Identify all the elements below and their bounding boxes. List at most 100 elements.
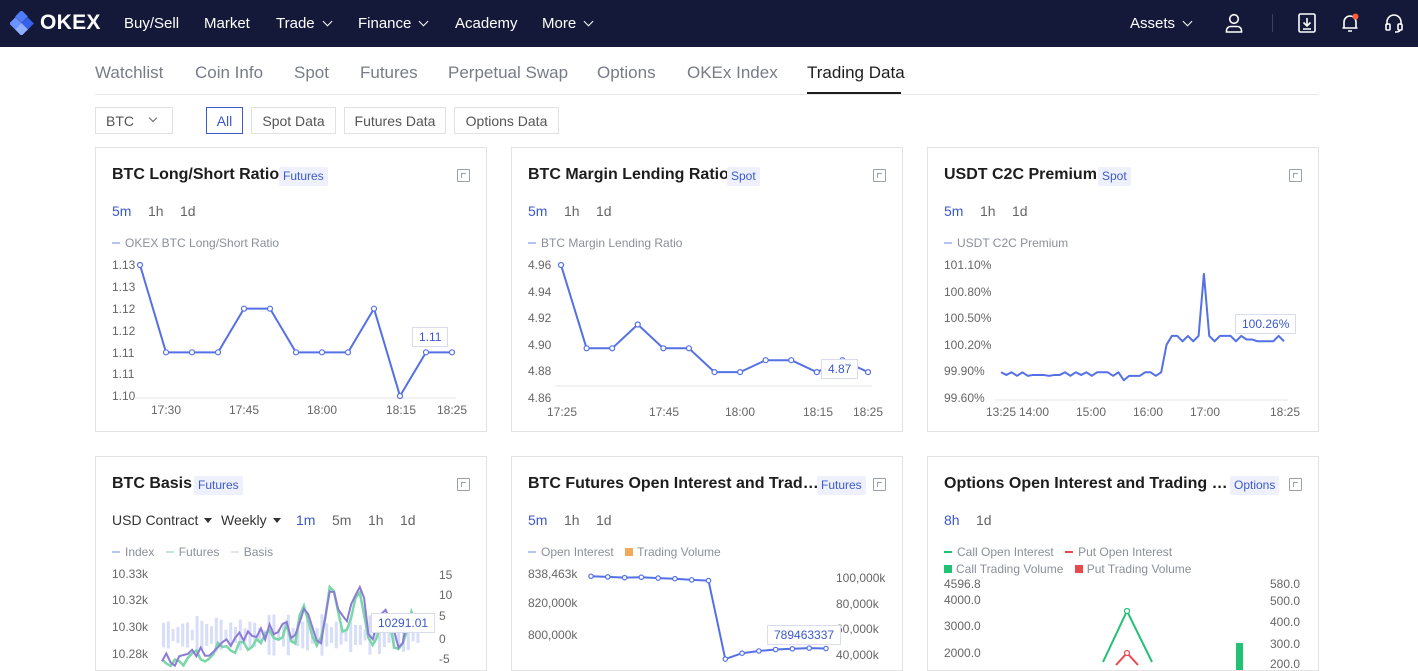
expand-icon[interactable] — [1289, 169, 1302, 182]
coin-select[interactable]: BTC — [95, 107, 173, 134]
period-1h[interactable]: 1h — [980, 203, 996, 219]
basis-bar — [234, 627, 237, 643]
notification-bell-icon[interactable] — [1339, 12, 1361, 34]
nav-trade[interactable]: Trade — [276, 15, 333, 32]
filter-options-data-button[interactable]: Options Data — [454, 107, 559, 134]
y-tick: 10.33k — [112, 567, 149, 581]
period-5m[interactable]: 5m — [528, 512, 548, 528]
filter-futures-data-button[interactable]: Futures Data — [344, 107, 446, 134]
chart-legend[interactable]: Open Interest Trading Volume — [528, 545, 721, 559]
contract-type-dropdown[interactable]: USD Contract — [112, 512, 212, 528]
coin-select-value: BTC — [106, 112, 134, 129]
btc-basis-chart[interactable] — [96, 457, 487, 671]
legend-open-interest-label: Open Interest — [541, 545, 614, 559]
margin-lending-ratio-chart[interactable] — [512, 148, 903, 432]
basis-bar — [277, 628, 281, 642]
basis-bar — [358, 625, 362, 645]
basis-bar — [258, 628, 261, 642]
period-1d[interactable]: 1d — [180, 203, 196, 219]
period-1d[interactable]: 1d — [976, 512, 992, 528]
period-1d[interactable]: 1d — [1012, 203, 1028, 219]
legend-trading-volume-label: Trading Volume — [637, 545, 721, 559]
y2-tick: 15 — [439, 568, 453, 582]
y2-tick: 10 — [439, 588, 453, 602]
options-open-interest-chart[interactable] — [928, 457, 1319, 671]
legend-swatch-call-volume — [944, 564, 952, 573]
expand-icon[interactable] — [457, 169, 470, 182]
chart-tooltip: 4.87 — [821, 359, 859, 379]
period-8h[interactable]: 8h — [944, 512, 960, 528]
legend-label: BTC Margin Lending Ratio — [541, 236, 683, 250]
futures-open-interest-chart[interactable] — [512, 457, 903, 671]
nav-buy-sell[interactable]: Buy/Sell — [124, 15, 180, 32]
y-tick: 4.92 — [528, 311, 552, 325]
download-icon[interactable] — [1296, 12, 1318, 34]
series-line — [560, 264, 869, 374]
basis-bar — [378, 615, 381, 655]
y-tick: 838,463k — [528, 567, 578, 581]
period-1h[interactable]: 1h — [368, 512, 384, 528]
basis-bar — [349, 617, 353, 653]
data-point — [136, 261, 144, 269]
period-5m[interactable]: 5m — [332, 512, 352, 528]
period-1h[interactable]: 1h — [148, 203, 164, 219]
tab-okex-index[interactable]: OKEx Index — [687, 63, 778, 82]
chart-legend[interactable]: USDT C2C Premium — [944, 236, 1068, 250]
tab-options[interactable]: Options — [597, 63, 656, 82]
period-1d[interactable]: 1d — [400, 512, 416, 528]
expand-icon[interactable] — [1289, 478, 1302, 491]
period-5m[interactable]: 5m — [528, 203, 548, 219]
y-tick: 4.96 — [528, 258, 552, 272]
filter-all-button[interactable]: All — [206, 107, 243, 134]
period-1h[interactable]: 1h — [564, 203, 580, 219]
user-icon[interactable] — [1223, 12, 1245, 34]
period-1h[interactable]: 1h — [564, 512, 580, 528]
period-5m[interactable]: 5m — [112, 203, 132, 219]
chevron-down-icon — [418, 16, 429, 27]
basis-bar — [363, 629, 367, 641]
nav-academy[interactable]: Academy — [455, 15, 518, 32]
tab-futures[interactable]: Futures — [360, 63, 418, 82]
x-tick: 17:45 — [229, 403, 260, 417]
long-short-ratio-chart[interactable] — [96, 148, 487, 432]
chart-legend[interactable]: OKEX BTC Long/Short Ratio — [112, 236, 279, 250]
filter-spot-data-button[interactable]: Spot Data — [251, 107, 336, 134]
nav-more[interactable]: More — [542, 15, 594, 32]
data-point — [604, 574, 611, 580]
nav-trade-label: Trade — [276, 15, 315, 32]
legend-line-swatch — [528, 241, 536, 244]
legend-line-swatch — [112, 241, 120, 244]
nav-finance[interactable]: Finance — [358, 15, 429, 32]
period-1m[interactable]: 1m — [296, 512, 316, 528]
delivery-period-dropdown[interactable]: Weekly — [221, 512, 281, 528]
expand-icon[interactable] — [873, 478, 886, 491]
card-title: BTC Basis — [112, 475, 193, 492]
basis-bar — [171, 629, 175, 641]
period-1d[interactable]: 1d — [596, 512, 612, 528]
chart-legend[interactable]: BTC Margin Lending Ratio — [528, 236, 682, 250]
basis-bar — [195, 616, 199, 654]
basis-bar — [166, 621, 170, 649]
tab-coin-info[interactable]: Coin Info — [195, 63, 264, 82]
chart-legend[interactable]: Index Futures Basis — [112, 545, 273, 559]
period-1d[interactable]: 1d — [596, 203, 612, 219]
headset-support-icon[interactable] — [1383, 12, 1405, 34]
tab-spot[interactable]: Spot — [294, 63, 329, 82]
expand-icon[interactable] — [873, 169, 886, 182]
tab-watchlist[interactable]: Watchlist — [95, 63, 164, 82]
okex-logo[interactable]: OKEX — [10, 11, 101, 35]
data-point — [292, 349, 300, 356]
nav-market[interactable]: Market — [204, 15, 250, 32]
basis-bar — [301, 621, 305, 649]
chart-legend-row1[interactable]: Call Open Interest Put Open Interest — [944, 545, 1172, 559]
usdt-c2c-premium-chart[interactable] — [928, 148, 1319, 432]
basis-bar — [411, 628, 415, 642]
tab-perpetual-swap[interactable]: Perpetual Swap — [448, 63, 569, 82]
basis-bar — [296, 623, 300, 647]
period-5m[interactable]: 5m — [944, 203, 964, 219]
expand-icon[interactable] — [457, 478, 470, 491]
data-point — [722, 656, 729, 662]
nav-assets[interactable]: Assets — [1130, 15, 1193, 32]
tab-trading-data[interactable]: Trading Data — [807, 63, 905, 82]
chart-legend-row2[interactable]: Call Trading Volume Put Trading Volume — [944, 562, 1191, 576]
